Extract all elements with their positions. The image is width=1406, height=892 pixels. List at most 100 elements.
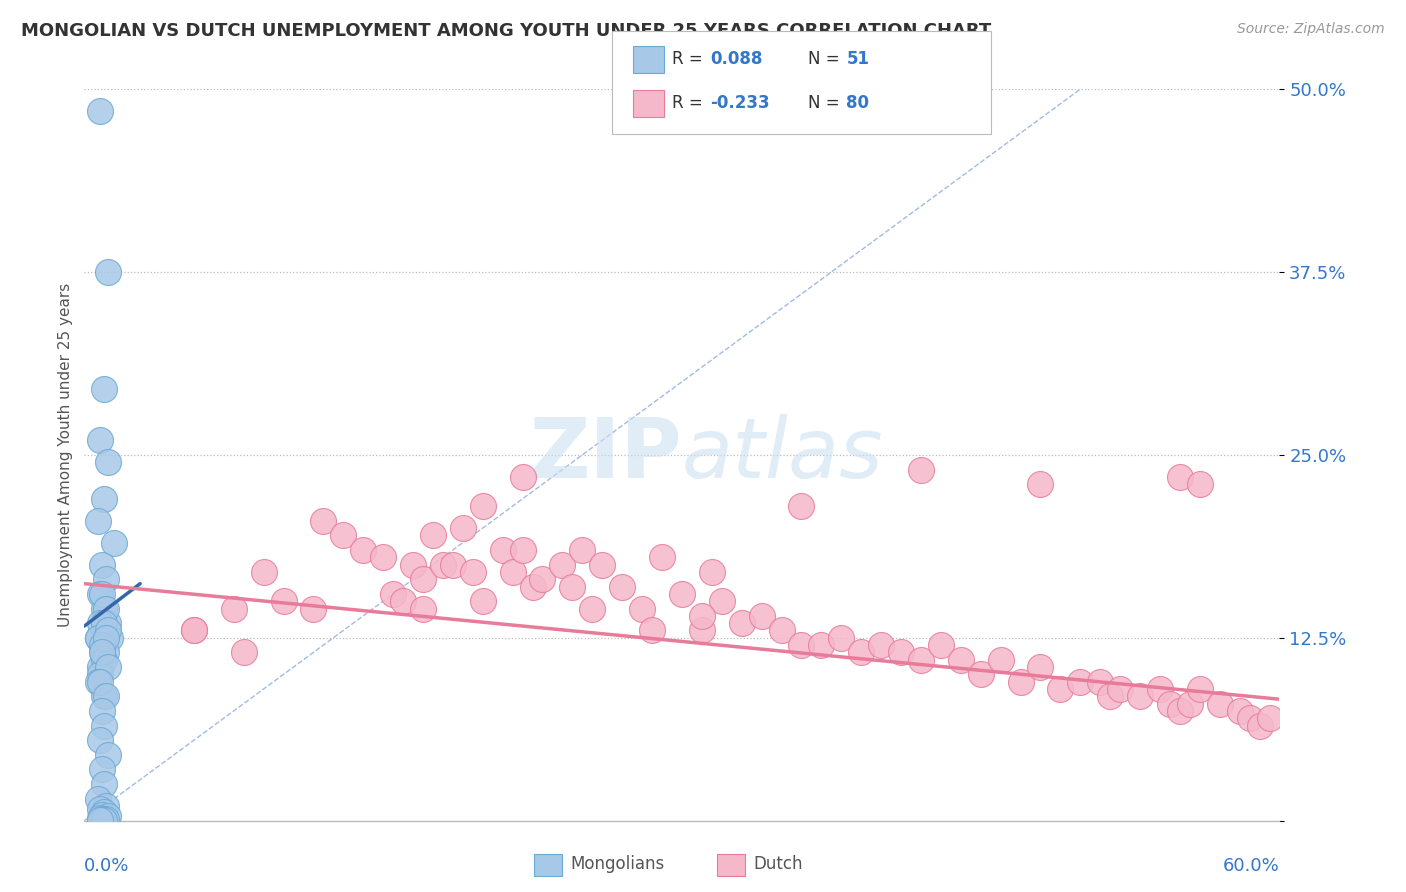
Point [96,812,118,826]
Point [1168,470,1191,484]
Point [91,704,114,718]
Point [502,565,524,579]
Point [93,813,115,827]
Point [93,382,115,396]
Point [561,580,583,594]
Point [890,645,912,659]
Point [1069,674,1091,689]
Point [1099,690,1122,704]
Point [89,104,111,119]
Text: N =: N = [808,50,845,68]
Point [571,543,593,558]
Point [382,587,405,601]
Point [751,608,773,623]
Point [89,434,111,448]
Text: R =: R = [672,50,709,68]
Point [641,624,664,638]
Point [91,645,114,659]
Text: Dutch: Dutch [754,855,803,873]
Point [97,624,120,638]
Point [949,653,972,667]
Point [700,565,723,579]
Point [790,638,813,652]
Point [392,594,415,608]
Point [87,791,110,805]
Point [89,813,111,827]
Point [1209,697,1232,711]
Text: 0.0%: 0.0% [84,857,129,875]
Point [432,558,454,572]
Point [91,638,114,652]
Point [412,572,434,586]
Point [97,455,120,469]
Point [96,631,118,645]
Point [352,543,374,558]
Point [1229,704,1251,718]
Point [253,565,276,579]
Point [731,616,754,631]
Point [451,521,474,535]
Text: 80: 80 [846,95,869,112]
Point [1090,674,1112,689]
Point [89,587,111,601]
Text: R =: R = [672,95,709,112]
Point [851,645,873,659]
Point [471,594,494,608]
Point [89,616,111,631]
Point [373,550,395,565]
Point [710,594,733,608]
Y-axis label: Unemployment Among Youth under 25 years: Unemployment Among Youth under 25 years [58,283,73,627]
Text: ZIP: ZIP [530,415,682,495]
Point [1239,711,1261,725]
Point [770,624,793,638]
Text: 60.0%: 60.0% [1223,857,1279,875]
Point [1159,697,1181,711]
Point [591,558,613,572]
Point [93,653,115,667]
Point [929,638,952,652]
Point [1029,477,1052,491]
Point [1178,697,1201,711]
Point [98,631,121,645]
Point [671,587,693,601]
Point [96,799,118,814]
Point [581,601,603,615]
Point [512,470,534,484]
Point [790,499,813,513]
Point [89,733,111,747]
Point [441,558,464,572]
Point [1168,704,1191,718]
Point [97,660,120,674]
Text: Source: ZipAtlas.com: Source: ZipAtlas.com [1237,22,1385,37]
Point [551,558,574,572]
Point [87,631,110,645]
Point [830,631,852,645]
Point [1049,681,1071,696]
Point [89,811,111,825]
Point [97,809,120,823]
Point [97,747,120,762]
Point [302,601,325,615]
Point [312,514,335,528]
Point [422,528,444,542]
Point [1010,674,1032,689]
Point [402,558,425,572]
Point [97,265,120,279]
Point [870,638,893,652]
Point [690,624,713,638]
Point [512,543,534,558]
Point [96,690,118,704]
Point [1149,681,1171,696]
Point [232,645,254,659]
Point [96,601,118,615]
Point [1029,660,1052,674]
Point [1129,690,1152,704]
Point [1249,718,1271,732]
Point [1188,477,1211,491]
Point [93,805,115,819]
Point [91,587,114,601]
Point [492,543,515,558]
Point [990,653,1012,667]
Point [93,690,115,704]
Point [222,601,245,615]
